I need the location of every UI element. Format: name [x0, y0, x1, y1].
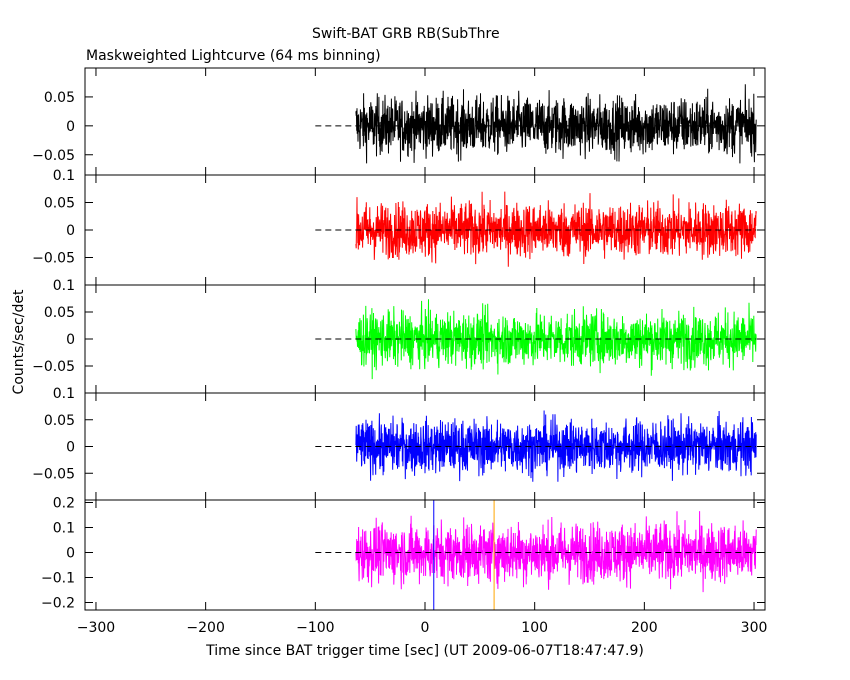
y-tick-label-1-3: 0.05	[44, 90, 75, 106]
x-tick-label-1: −300	[77, 620, 115, 636]
y-tick-label-2-3: 0.05	[44, 196, 75, 212]
y-tick-label-4-2: 0	[66, 440, 75, 456]
y-tick-label-4-1: −0.05	[32, 466, 75, 482]
x-tick-label-2: −200	[186, 620, 224, 636]
y-tick-label-2-1: −0.05	[32, 251, 75, 267]
y-tick-label-3-4: 0.1	[53, 278, 75, 294]
series-line-5	[355, 511, 757, 593]
y-tick-label-2-2: 0	[66, 223, 75, 239]
y-tick-label-1-2: 0	[66, 119, 75, 135]
x-tick-label-5: 100	[521, 620, 548, 636]
y-tick-label-5-5: 0.2	[53, 496, 75, 512]
series-line-3	[355, 299, 757, 380]
y-tick-label-1-1: −0.05	[32, 148, 75, 164]
y-tick-label-3-2: 0	[66, 332, 75, 348]
chart-title: Swift-BAT GRB RB(SubThre	[312, 26, 500, 42]
series-line-1	[355, 84, 757, 164]
x-tick-label-4: 0	[421, 620, 430, 636]
y-tick-label-4-3: 0.05	[44, 413, 75, 429]
x-tick-label-7: 300	[741, 620, 768, 636]
series-line-2	[355, 191, 757, 267]
y-tick-label-3-3: 0.05	[44, 305, 75, 321]
chart-subtitle: Maskweighted Lightcurve (64 ms binning)	[86, 48, 381, 64]
y-axis-label: Counts/sec/det	[11, 289, 27, 394]
y-tick-label-2-4: 0.1	[53, 168, 75, 184]
y-tick-label-5-4: 0.1	[53, 521, 75, 537]
panels-group: −0.05 0 0.05 −0.05 0 0.05 0.1 −0.05 0 0.05 0.1 −0.0…	[32, 67, 768, 636]
x-tick-label-3: −100	[296, 620, 334, 636]
y-tick-label-3-1: −0.05	[32, 359, 75, 375]
x-axis-label: Time since BAT trigger time [sec] (UT 20…	[205, 643, 644, 659]
y-tick-label-5-2: −0.1	[41, 571, 75, 587]
x-tick-label-6: 200	[631, 620, 658, 636]
y-tick-label-5-3: 0	[66, 546, 75, 562]
y-tick-label-5-1: −0.2	[41, 596, 75, 612]
y-tick-label-4-4: 0.1	[53, 386, 75, 402]
